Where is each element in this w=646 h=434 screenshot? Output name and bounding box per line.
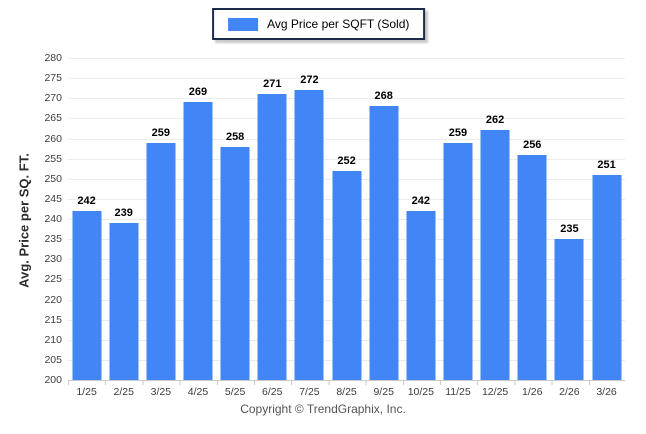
bar-value-label: 269: [188, 86, 208, 99]
legend-label: Avg Price per SQFT (Sold): [267, 17, 410, 31]
bars-container: 242 239 259 269 258 271 272 252 268 242 259 262 256 2…: [68, 58, 625, 380]
y-tick-label: 250: [44, 172, 62, 185]
gridline: [68, 58, 625, 59]
bar-cell: 242: [68, 58, 105, 380]
bar-value-label: 272: [300, 74, 319, 87]
bar-value-label: 235: [560, 223, 579, 236]
x-tick-label: 3/26: [596, 386, 617, 398]
gridline: [68, 98, 625, 100]
bar: [443, 142, 473, 380]
y-tick-label: 215: [44, 313, 62, 326]
x-tick-label: 2/25: [113, 386, 134, 398]
bar-value-label: 271: [263, 78, 282, 91]
x-tick-label: 11/25: [445, 386, 471, 398]
y-axis-labels: 200 205 210 215 220 225 230 235 240 245 250 255 260 2…: [18, 53, 62, 385]
y-tick-label: 225: [44, 273, 62, 286]
x-tick-label: 10/25: [407, 386, 434, 398]
bar-value-label: 268: [374, 90, 393, 103]
x-tick-label: 9/25: [373, 386, 394, 398]
copyright-text: Copyright © TrendGraphix, Inc.: [240, 402, 406, 416]
bar: [554, 239, 584, 380]
bar-cell: 235: [551, 58, 588, 380]
gridline: [68, 118, 625, 120]
bar-value-label: 251: [597, 158, 616, 171]
bar-value-label: 256: [523, 138, 542, 151]
bar: [109, 223, 139, 380]
bar: [146, 142, 176, 380]
x-tick-label: 5/25: [224, 386, 246, 398]
bar: [257, 94, 287, 380]
y-tick-label: 255: [44, 152, 62, 165]
bar: [72, 210, 102, 380]
bar-cell: 258: [217, 58, 254, 380]
y-tick-label: 210: [44, 333, 62, 346]
bar: [332, 170, 362, 380]
bar-value-label: 252: [337, 154, 356, 167]
bar-cell: 242: [402, 58, 439, 380]
y-tick-label: 260: [44, 132, 62, 145]
x-tick-label: 1/25: [76, 386, 97, 398]
y-tick-label: 205: [44, 353, 62, 366]
x-tick-label: 4/25: [187, 386, 209, 398]
bar: [183, 102, 213, 380]
gridline: [68, 138, 625, 140]
bar-cell: 271: [254, 58, 291, 380]
gridline: [68, 78, 625, 80]
bar-cell: 256: [514, 58, 551, 380]
gridline: [68, 158, 625, 160]
bar-cell: 259: [142, 58, 179, 380]
y-tick-label: 245: [44, 192, 62, 205]
x-tick-label: 3/25: [150, 386, 172, 398]
bar-cell: 272: [291, 58, 328, 380]
bar: [406, 210, 436, 380]
y-tick-label: 220: [44, 293, 62, 306]
bar-value-label: 242: [411, 194, 431, 207]
bar: [517, 154, 547, 380]
bar: [369, 106, 399, 380]
bar-value-label: 258: [225, 130, 245, 143]
y-tick-label: 235: [44, 232, 62, 245]
bar-value-label: 259: [151, 126, 171, 139]
y-tick-label: 200: [44, 373, 62, 386]
y-tick-label: 240: [44, 212, 62, 225]
x-tick-label: 8/25: [336, 386, 357, 398]
x-axis-ticks: [68, 381, 626, 385]
bar: [592, 174, 622, 380]
y-tick-label: 270: [44, 92, 62, 104]
bar-cell: 268: [365, 58, 402, 380]
legend-swatch-icon: [228, 17, 259, 31]
y-tick-label: 230: [44, 253, 62, 265]
bar-value-label: 259: [448, 126, 468, 139]
x-tick-label: 6/25: [262, 386, 283, 398]
x-tick-label: 2/26: [559, 386, 580, 398]
x-tick-label: 7/25: [299, 386, 320, 398]
bar-value-label: 239: [114, 207, 133, 220]
bar-cell: 252: [328, 58, 365, 380]
x-axis-labels: 1/25 2/25 3/25 4/25 5/25 6/25 7/25 8/25 9/25 10/2…: [68, 386, 625, 398]
bar-cell: 251: [588, 58, 625, 380]
bar: [294, 90, 324, 380]
y-tick-label: 280: [44, 51, 62, 64]
x-tick-label: 1/26: [522, 386, 543, 398]
bar-cell: 239: [105, 58, 142, 380]
bar-cell: 259: [439, 58, 476, 380]
bar: [220, 146, 250, 380]
plot-area: 242 239 259 269 258 271 272 252 268 242 259 262 256 2…: [68, 58, 625, 381]
y-tick-label: 265: [44, 112, 62, 125]
bar-value-label: 262: [485, 114, 505, 127]
bar-value-label: 242: [77, 194, 96, 207]
bar: [480, 130, 510, 380]
bar-cell: 262: [477, 58, 514, 380]
y-tick-label: 275: [44, 71, 62, 84]
legend: Avg Price per SQFT (Sold): [212, 8, 426, 40]
bar-cell: 269: [179, 58, 216, 380]
x-tick-label: 12/25: [481, 386, 509, 398]
